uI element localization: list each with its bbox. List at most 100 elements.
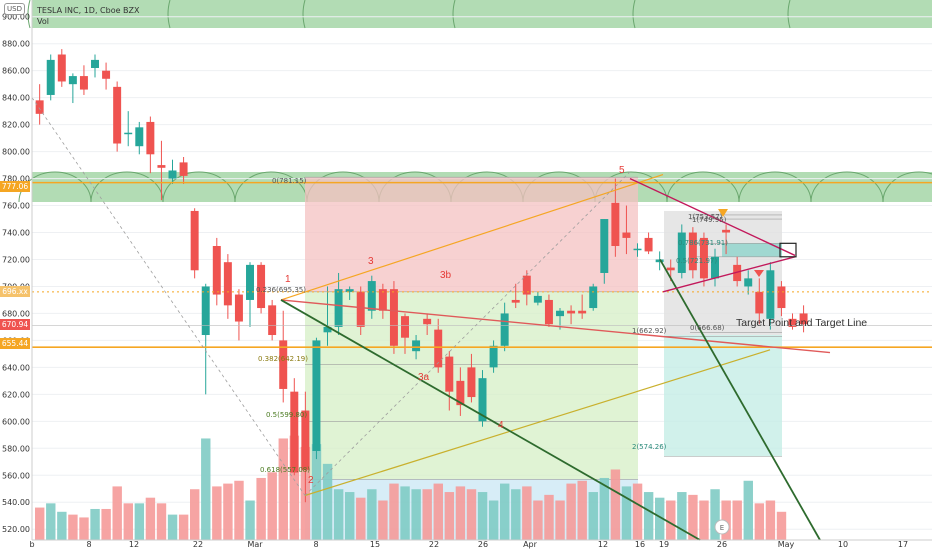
candle-body	[445, 356, 454, 392]
volume-bar	[112, 486, 122, 540]
candle-body	[423, 318, 432, 325]
volume-bar	[190, 489, 200, 540]
volume-bar	[356, 497, 366, 540]
volume-bar	[123, 503, 133, 540]
volume-bar	[488, 500, 499, 540]
wedge-lower-line	[662, 256, 796, 293]
candle-body	[699, 237, 708, 279]
x-tick-label: 22	[429, 540, 439, 549]
cycle-arc	[162, 171, 236, 203]
target-box	[779, 242, 797, 258]
wave-label: 3	[368, 256, 374, 267]
top-cycle-band	[32, 0, 932, 28]
volume-bar	[566, 483, 576, 540]
lower-channel-line	[304, 349, 771, 497]
volume-bar	[278, 438, 288, 540]
cycle-arc	[452, 0, 456, 29]
volume-bar	[655, 497, 665, 540]
candle-body	[589, 286, 598, 309]
volume-bar	[721, 500, 731, 540]
candle-body	[223, 262, 232, 306]
wave-label: 2	[308, 475, 314, 486]
candles	[35, 49, 808, 503]
volume-bar	[666, 500, 676, 540]
volume-bar	[289, 435, 300, 540]
fib-level-label: 0.5(721.97)	[676, 257, 717, 265]
volume-bar	[256, 477, 266, 540]
symbol-title[interactable]: TESLA INC, 1D, Cboe BZX	[37, 6, 140, 15]
currency-label: USD	[7, 5, 22, 13]
candle-body	[356, 291, 365, 327]
volume-bar	[444, 492, 455, 540]
volume-bar	[378, 500, 388, 540]
candle-body	[755, 291, 764, 314]
fib-level-label: 2(574.26)	[632, 443, 667, 451]
chart-header: TESLA INC, 1D, Cboe BZX Vol	[37, 5, 140, 27]
currency-badge[interactable]: USD	[4, 3, 25, 15]
y-tick-label: 620.00	[2, 390, 30, 399]
volume-bar	[389, 483, 399, 540]
candle-body	[113, 86, 122, 144]
candle-body	[544, 299, 553, 325]
volume-bar	[643, 492, 654, 540]
fib-level-label: 0.236(695.35)	[256, 286, 306, 294]
candle-body	[68, 76, 77, 85]
volume-bar	[46, 503, 56, 540]
candle-body	[367, 281, 376, 311]
red-down-marker	[754, 270, 764, 277]
candle-body	[655, 259, 664, 263]
volume-bar	[732, 500, 742, 540]
earnings-marker	[714, 519, 730, 535]
candle-body	[124, 132, 133, 135]
chart-labels: 1 2 3 3b 3a 4 5 0(781.15) 0.236(695.35) 0.382(642…	[256, 165, 867, 535]
cycle-arc	[632, 0, 636, 29]
x-tick-label: 16	[635, 540, 645, 549]
background-layer	[18, 0, 932, 203]
candle-body	[135, 127, 144, 147]
cycle-arc	[302, 0, 306, 29]
volume-bar	[477, 492, 488, 540]
candle-body	[190, 210, 199, 271]
candle-body	[500, 313, 509, 346]
x-tick-label: May	[778, 540, 795, 549]
candle-body	[257, 264, 266, 309]
candle-body	[511, 299, 520, 303]
volume-bar	[610, 469, 621, 540]
volume-bar	[411, 489, 421, 540]
y-axis: 900.00 880.00 860.00 840.00 820.00 800.00 780.…	[2, 0, 33, 540]
candle-body	[234, 294, 243, 322]
cycle-arc	[167, 0, 171, 29]
wave-label: 3a	[418, 372, 430, 383]
candle-body	[46, 59, 55, 95]
y-tick-label: 520.00	[2, 525, 30, 534]
red-trend-line	[280, 299, 831, 354]
candle-body	[389, 289, 398, 346]
candle-body	[788, 318, 797, 327]
volume-bar	[35, 507, 45, 540]
volume-label[interactable]: Vol	[37, 17, 49, 26]
wave-label: 5	[619, 165, 625, 176]
volume-bar	[500, 483, 510, 540]
candle-body	[312, 340, 321, 451]
candle-body	[744, 278, 753, 287]
cycle-arc	[787, 0, 791, 29]
fib-level-label: 0.382(642.19)	[258, 355, 308, 363]
green-trend-line	[280, 299, 701, 541]
candle-body	[102, 70, 111, 79]
candle-body	[434, 329, 443, 368]
fib-level-label: 1(662.92)	[632, 327, 667, 335]
orange-down-marker	[718, 209, 728, 217]
dotted-level-tag: 696.xx	[0, 286, 30, 297]
earnings-marker-label: E	[720, 524, 724, 532]
volume-bar	[699, 500, 709, 540]
volume-bar	[345, 492, 355, 540]
wave-label: 3b	[440, 270, 452, 281]
volume-bar	[57, 511, 67, 540]
candle-body	[146, 121, 155, 155]
fib-level-label: 0(781.15)	[272, 177, 307, 185]
candle-body	[401, 316, 409, 338]
x-tick-label: 26	[478, 540, 488, 549]
candle-body	[799, 313, 808, 325]
volume-bar	[178, 514, 189, 540]
